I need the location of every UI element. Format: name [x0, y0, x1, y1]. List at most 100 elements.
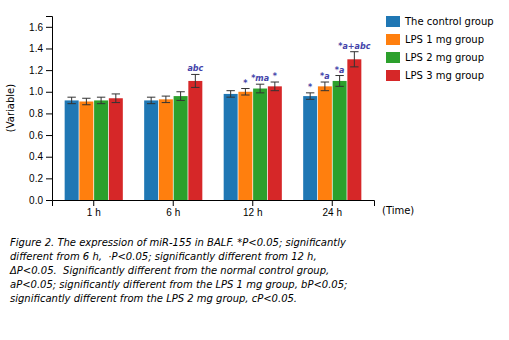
error-bar-cap	[321, 90, 329, 91]
y-tick: 0.4	[29, 151, 52, 162]
error-bar	[191, 74, 199, 87]
legend-item: LPS 1 mg group	[386, 34, 484, 45]
y-tick-mark	[46, 178, 52, 179]
y-tick-label: 0.0	[29, 195, 43, 206]
y-tick-mark	[46, 27, 52, 28]
bar	[174, 96, 188, 200]
error-bar-cap	[162, 96, 170, 97]
error-bar-cap	[162, 102, 170, 103]
y-tick-mark	[46, 200, 52, 201]
error-bar	[147, 97, 155, 103]
x-tick: 6 h	[166, 200, 180, 218]
bars	[65, 52, 362, 200]
y-tick-mark	[46, 157, 52, 158]
error-bar-line	[180, 92, 181, 101]
error-bar	[176, 92, 184, 101]
y-tick: 0.6	[29, 130, 52, 141]
error-bar-line	[324, 82, 325, 91]
error-bar	[335, 76, 343, 87]
error-bar	[112, 94, 120, 103]
y-tick-mark	[46, 48, 52, 49]
y-tick-label: 1.0	[29, 86, 43, 97]
error-bar-cap	[306, 99, 314, 100]
error-bar-cap	[82, 98, 90, 99]
x-axis-line	[53, 201, 375, 207]
y-tick: 1.6	[29, 22, 52, 33]
error-bar	[162, 96, 170, 102]
error-bar-line	[354, 52, 355, 67]
error-bar-line	[310, 93, 311, 99]
error-bar-cap	[112, 93, 120, 94]
error-bar-cap	[271, 90, 279, 91]
legend-label: LPS 2 mg group	[405, 52, 484, 63]
error-bar-line	[71, 97, 72, 103]
bar	[159, 99, 173, 200]
y-tick-label: 0.8	[29, 108, 43, 119]
y-tick-label: 0.6	[29, 130, 43, 141]
x-axis: 1 h 6 h 12 h 24 h	[53, 200, 375, 218]
annotation: *	[273, 72, 278, 81]
error-bar-line	[165, 96, 166, 102]
bar	[347, 59, 361, 200]
error-bar-line	[195, 74, 196, 87]
x-tick: 1 h	[87, 200, 101, 218]
y-tick-mark	[46, 92, 52, 93]
error-bar	[97, 97, 105, 103]
annotation: *	[243, 79, 248, 88]
error-bar-cap	[335, 75, 343, 76]
annotation: *ma	[251, 74, 269, 83]
bar	[238, 92, 252, 200]
bar	[109, 98, 123, 200]
y-tick-label: 0.2	[29, 173, 43, 184]
caption-line: Figure 2. The expression of miR-155 in B…	[10, 237, 347, 248]
caption-line: aP<0.05; significantly different from th…	[10, 279, 347, 290]
error-bar-cap	[226, 90, 234, 91]
error-bar	[350, 52, 358, 67]
y-axis: 0.00.20.40.60.81.01.21.41.6	[29, 17, 52, 206]
x-axis-title: (Time)	[382, 205, 414, 216]
error-bar	[256, 84, 264, 93]
error-bar-cap	[256, 84, 264, 85]
error-bar	[226, 91, 234, 97]
error-bar-cap	[147, 97, 155, 98]
error-bar-cap	[335, 86, 343, 87]
annotation: *	[308, 83, 313, 92]
bar	[303, 96, 317, 200]
error-bar-cap	[241, 88, 249, 89]
bar	[268, 86, 282, 200]
x-tick-label: 24 h	[323, 207, 342, 218]
error-bar-cap	[176, 100, 184, 101]
error-bar-cap	[191, 87, 199, 88]
error-bar-cap	[82, 104, 90, 105]
x-tick-label: 12 h	[243, 207, 262, 218]
annotation: *a	[335, 66, 345, 75]
caption-line: different from 6 h, ·P<0.05; significant…	[10, 251, 317, 262]
error-bar-cap	[67, 103, 75, 104]
y-tick-mark	[46, 70, 52, 71]
error-bar-line	[274, 82, 275, 91]
x-tick-label: 6 h	[166, 207, 180, 218]
error-bar-line	[86, 98, 87, 104]
error-bar-cap	[306, 92, 314, 93]
legend: The control groupLPS 1 mg groupLPS 2 mg …	[386, 16, 494, 81]
y-tick: 0.8	[29, 108, 52, 119]
error-bar	[82, 98, 90, 104]
x-tick-label: 1 h	[87, 207, 101, 218]
error-bar-cap	[350, 51, 358, 52]
caption-line: ΔP<0.05. Significantly different from th…	[9, 265, 329, 276]
annotation: *a	[320, 72, 330, 81]
error-bar-cap	[176, 91, 184, 92]
legend-swatch	[386, 34, 400, 45]
y-tick: 0.0	[29, 195, 52, 206]
bar	[224, 94, 238, 200]
bar	[65, 100, 79, 200]
y-tick: 0.2	[29, 173, 52, 184]
bar	[94, 100, 108, 200]
legend-swatch	[386, 52, 400, 63]
bar	[79, 102, 93, 200]
y-tick-mark	[46, 135, 52, 136]
y-tick-label: 1.4	[29, 43, 43, 54]
error-bar	[241, 89, 249, 95]
error-bar-line	[230, 91, 231, 97]
bar	[318, 86, 332, 200]
